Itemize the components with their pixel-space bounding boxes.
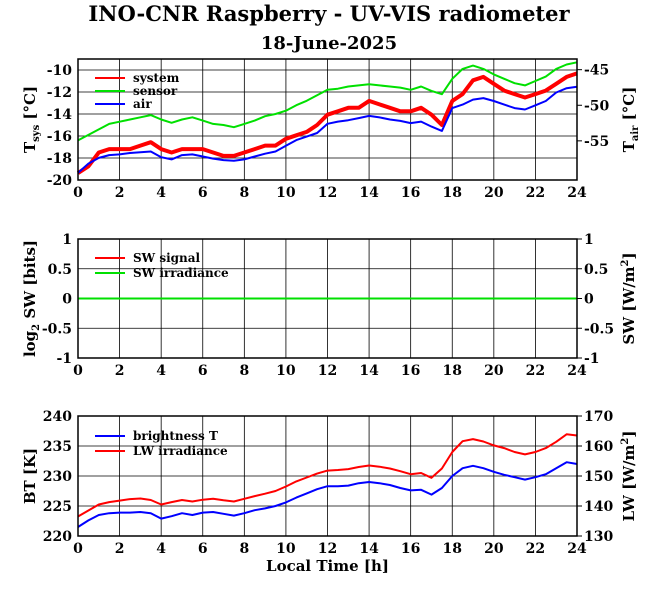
x-tick-label: 14 — [359, 541, 379, 557]
x-tick-label: 16 — [401, 541, 420, 557]
x-tick-label: 24 — [567, 541, 587, 557]
x-tick-label: 4 — [156, 363, 166, 379]
y-tick-label-left: -12 — [47, 85, 72, 101]
y-axis-label-left: Tsys [°C] — [21, 86, 42, 153]
x-tick-label: 4 — [156, 185, 166, 201]
y-tick-label-right: 130 — [584, 529, 613, 545]
x-tick-label: 22 — [526, 363, 545, 379]
y-tick-label-left: -0.5 — [42, 321, 72, 337]
x-tick-label: 24 — [567, 363, 587, 379]
y-tick-label-left: -1 — [56, 351, 72, 367]
x-tick-label: 18 — [443, 363, 462, 379]
y-axis-label-right: LW [W/m2] — [620, 431, 638, 522]
x-tick-label: 12 — [318, 185, 337, 201]
y-tick-label-left: -18 — [47, 151, 72, 167]
x-tick-label: 0 — [73, 541, 83, 557]
x-tick-label: 18 — [443, 541, 462, 557]
x-tick-label: 14 — [359, 185, 379, 201]
series-line-lw-irradiance — [77, 433, 578, 518]
series-line-sensor — [77, 61, 578, 142]
x-tick-label: 14 — [359, 363, 379, 379]
x-tick-label: 12 — [318, 541, 337, 557]
y-tick-label-left: -10 — [47, 63, 73, 79]
x-tick-label: 6 — [198, 363, 208, 379]
legend-label: LW irradiance — [133, 444, 228, 458]
x-tick-label: 4 — [156, 541, 166, 557]
x-tick-label: 24 — [567, 185, 587, 201]
y-tick-label-right: -0.5 — [584, 321, 614, 337]
series-line-air — [77, 85, 578, 174]
series-line-system — [76, 71, 578, 175]
chart-subtitle: 18-June-2025 — [261, 33, 397, 54]
y-tick-label-right: -55 — [584, 134, 609, 150]
y-tick-label-right: -1 — [584, 351, 600, 367]
x-tick-label: 8 — [239, 363, 249, 379]
y-tick-label-left: 230 — [43, 469, 72, 485]
x-tick-label: 10 — [276, 363, 296, 379]
panels: 0 2 4 6 8 10 12 14 16 18 20 22 24-10-12-14-16-18-20-… — [21, 58, 641, 575]
x-tick-label: 16 — [401, 185, 420, 201]
x-tick-label: 10 — [276, 541, 296, 557]
chart-title: INO-CNR Raspberry - UV-VIS radiometer — [88, 1, 570, 26]
y-axis-label-left: BT [K] — [21, 448, 39, 504]
panel-3: 0 2 4 6 8 10 12 14 16 18 20 22 242402352302252201701… — [21, 409, 638, 575]
x-tick-label: 12 — [318, 363, 337, 379]
x-tick-label: 8 — [239, 541, 249, 557]
x-tick-label: 2 — [115, 541, 125, 557]
legend-label: air — [133, 97, 152, 111]
y-tick-label-right: -45 — [584, 63, 609, 79]
y-tick-label-left: 220 — [43, 529, 72, 545]
x-tick-label: 0 — [73, 363, 83, 379]
y-axis-label-right: SW [W/m2] — [620, 252, 638, 344]
panel-2: 0 2 4 6 8 10 12 14 16 18 20 22 2410.50-0.5-110.50-0.… — [21, 232, 638, 379]
y-tick-label-left: 225 — [43, 499, 72, 515]
legend-label: SW signal — [133, 251, 201, 265]
x-tick-label: 8 — [239, 185, 249, 201]
x-tick-label: 2 — [115, 363, 125, 379]
y-axis-label-left: log2 SW [bits] — [21, 240, 42, 357]
x-tick-label: 6 — [198, 541, 208, 557]
x-tick-label: 20 — [484, 185, 504, 201]
y-tick-label-left: -20 — [47, 173, 73, 189]
y-axis-label-right: Tair [°C] — [620, 87, 641, 153]
series-line-brightness-t — [77, 461, 578, 528]
x-tick-label: 0 — [73, 185, 83, 201]
y-tick-label-left: 235 — [43, 439, 72, 455]
y-tick-label-right: 1 — [584, 232, 594, 248]
x-tick-label: 10 — [276, 185, 296, 201]
legend-label: brightness T — [133, 429, 218, 443]
legend-label: SW irradiance — [133, 266, 229, 280]
panel-1: 0 2 4 6 8 10 12 14 16 18 20 22 24-10-12-14-16-18-20-… — [21, 58, 641, 201]
x-tick-label: 2 — [115, 185, 125, 201]
y-tick-label-left: 0.5 — [48, 262, 72, 278]
y-tick-label-right: 140 — [584, 499, 613, 515]
y-tick-label-right: 160 — [584, 439, 613, 455]
plot-frame — [77, 58, 578, 181]
y-tick-label-right: 0 — [584, 292, 594, 308]
x-tick-label: 6 — [198, 185, 208, 201]
y-tick-label-right: -50 — [584, 98, 610, 114]
y-tick-label-left: -14 — [47, 107, 73, 123]
legend-label: sensor — [133, 84, 178, 98]
x-tick-label: 18 — [443, 185, 462, 201]
x-tick-label: 20 — [484, 363, 504, 379]
x-tick-label: 20 — [484, 541, 504, 557]
x-tick-label: 22 — [526, 185, 545, 201]
x-tick-label: 22 — [526, 541, 545, 557]
y-tick-label-left: 0 — [62, 292, 72, 308]
y-tick-label-right: 170 — [584, 409, 613, 425]
y-tick-label-left: -16 — [47, 129, 72, 145]
legend-label: system — [133, 71, 180, 85]
y-tick-label-right: 150 — [584, 469, 613, 485]
y-tick-label-left: 240 — [43, 409, 72, 425]
plot-frame — [77, 415, 578, 537]
y-tick-label-left: 1 — [62, 232, 72, 248]
y-tick-label-right: 0.5 — [584, 262, 608, 278]
x-axis-label: Local Time [h] — [266, 557, 389, 575]
x-tick-label: 16 — [401, 363, 420, 379]
plot-frame — [77, 238, 578, 359]
